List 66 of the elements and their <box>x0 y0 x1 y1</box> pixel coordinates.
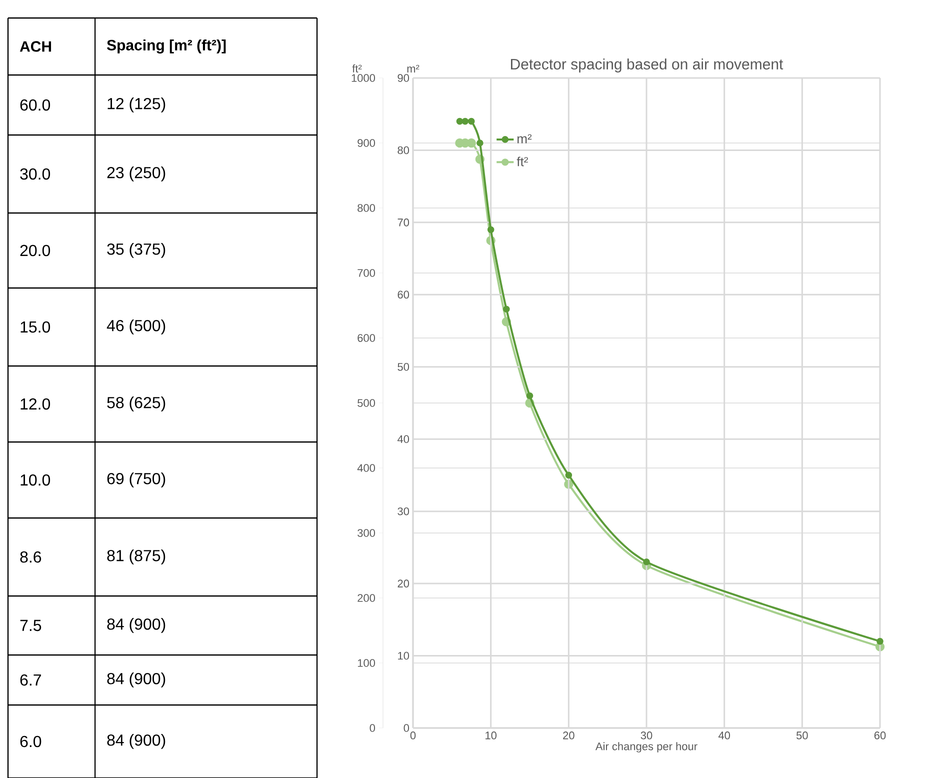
text: 30.0 <box>20 168 50 180</box>
y2-tick-label: 500 <box>358 399 376 407</box>
text: 7.5 <box>20 620 42 632</box>
y2-tick-label: 100 <box>358 659 376 667</box>
y2-tick-label: 0 <box>370 724 376 732</box>
y-axis-title: m² <box>407 64 420 72</box>
text: 6.7 <box>20 674 41 686</box>
point <box>456 118 464 125</box>
point <box>468 118 475 125</box>
y-tick-label: 0 <box>404 724 410 732</box>
text: ACH <box>20 41 52 52</box>
text: 12 (125) <box>108 98 166 112</box>
y2-tick-label: 300 <box>358 529 376 537</box>
text: Spacing [m² (ft²)] <box>106 39 226 54</box>
y2-tick-label: 700 <box>358 269 376 277</box>
y-tick-label: 70 <box>398 218 410 226</box>
x-tick-label: 60 <box>874 732 886 740</box>
y-tick-label: 80 <box>398 146 410 154</box>
text: 6.0 <box>20 736 42 748</box>
y2-tick-label: 1000 <box>352 74 376 82</box>
y-tick-label: 60 <box>398 290 410 299</box>
y2-tick-label: 800 <box>358 204 376 212</box>
legend-label: m² <box>518 134 532 144</box>
text: 60.0 <box>20 99 50 111</box>
point <box>476 140 484 146</box>
text: 35 (375) <box>107 243 166 258</box>
x-tick-label: 0 <box>410 732 416 740</box>
text: 81 (875) <box>107 550 166 564</box>
y-tick-label: 20 <box>398 580 410 588</box>
x-tick-label: 20 <box>563 732 574 740</box>
text: 69 (750) <box>107 472 166 488</box>
point <box>503 306 510 313</box>
point <box>565 472 572 479</box>
text: 58 (625) <box>107 396 166 412</box>
point <box>876 638 884 645</box>
text: 12.0 <box>20 398 50 410</box>
x-axis-title: Air changes per hour <box>595 742 698 752</box>
text: 84 (900) <box>107 618 166 633</box>
x-tick-label: 40 <box>718 732 730 740</box>
text: 84 (900) <box>107 734 166 749</box>
y2-axis-title: ft² <box>352 64 362 72</box>
text: 15.0 <box>20 321 50 333</box>
y2-tick-label: 200 <box>358 594 376 602</box>
x-tick-label: 30 <box>640 732 652 740</box>
text: 20.0 <box>20 244 50 256</box>
text: 46 (500) <box>106 320 166 334</box>
y2-tick-label: 900 <box>358 139 376 147</box>
point <box>487 226 494 234</box>
text: 23 (250) <box>107 166 166 182</box>
x-tick-label: 50 <box>796 732 808 740</box>
y2-tick-label: 400 <box>357 464 376 472</box>
x-tick-label: 10 <box>486 732 497 740</box>
y-tick-label: 40 <box>397 435 410 443</box>
legend-label: ft² <box>516 156 528 166</box>
chart-title: Detector spacing based on air movement <box>510 58 784 72</box>
text: 10.0 <box>20 474 50 486</box>
y2-tick-label: 600 <box>358 334 376 342</box>
point <box>526 392 534 400</box>
point <box>462 118 469 125</box>
y-tick-label: 10 <box>398 652 410 660</box>
text: 84 (900) <box>107 672 166 688</box>
y-tick-label: 30 <box>398 507 410 516</box>
point <box>643 558 650 566</box>
y-tick-label: 50 <box>398 362 410 371</box>
y-tick-label: 90 <box>398 74 410 82</box>
text: 8.6 <box>20 551 42 563</box>
